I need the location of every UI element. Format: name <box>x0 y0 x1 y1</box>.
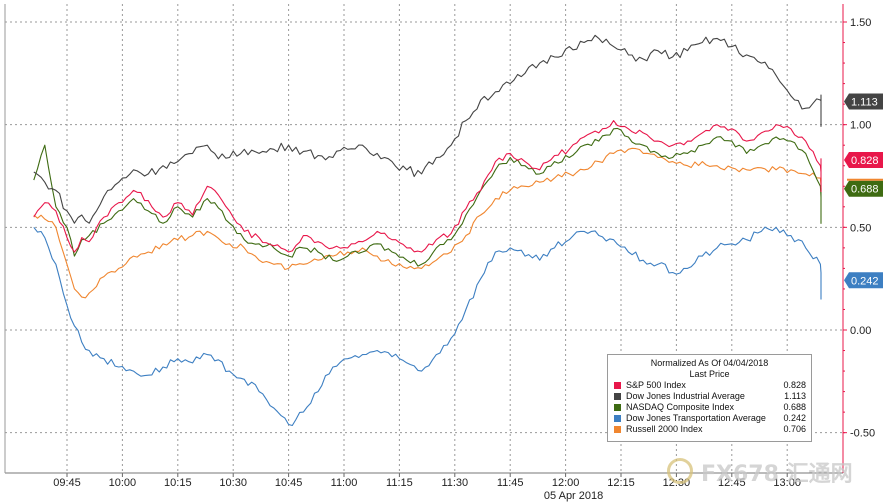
x-tick-label: 10:15 <box>164 477 192 489</box>
legend-item: NASDAQ Composite Index 0.688 <box>608 402 811 413</box>
legend-value: 0.242 <box>783 413 806 423</box>
y-tick-label: 1.00 <box>850 120 871 132</box>
legend-value: 0.706 <box>783 424 806 434</box>
legend-subtitle: Last Price <box>689 369 730 379</box>
legend-label: S&P 500 Index <box>626 380 686 390</box>
legend-label: Dow Jones Industrial Average <box>626 391 745 401</box>
x-tick-label: 13:00 <box>773 477 801 489</box>
badge-shape <box>844 151 883 168</box>
watermark-logo-icon <box>667 458 693 484</box>
x-tick-label: 11:15 <box>386 477 413 489</box>
badge-shape <box>844 180 883 197</box>
legend-value: 1.113 <box>784 391 806 401</box>
y-tick-label: 1.50 <box>850 17 871 29</box>
russell-marker <box>847 178 883 181</box>
last-price-badge: 0.242 <box>844 272 883 289</box>
y-tick-label: 0.50 <box>850 222 871 234</box>
x-tick-label: 11:30 <box>441 477 468 489</box>
series-line <box>33 34 822 224</box>
legend-label: Russell 2000 Index <box>626 424 703 434</box>
x-axis-date-label: 05 Apr 2018 <box>544 490 603 502</box>
badge-shape <box>844 272 883 289</box>
legend-value: 0.688 <box>783 402 806 412</box>
legend-label: Dow Jones Transportation Average <box>626 413 766 423</box>
series-line <box>33 147 822 299</box>
legend: Normalized As Of 04/04/2018 Last Price S… <box>607 354 812 442</box>
y-tick-label: -0.50 <box>850 428 875 440</box>
legend-label: NASDAQ Composite Index <box>626 402 735 412</box>
x-tick-label: 10:30 <box>219 477 247 489</box>
badge-value: 0.828 <box>851 155 879 167</box>
x-tick-label: 10:00 <box>109 477 137 489</box>
axis-labels: 09:45 10:00 10:15 10:30 10:45 11:00 11:15 11:30… <box>53 17 875 502</box>
badge-value: 0.242 <box>851 275 879 287</box>
last-price-badge: 1.113 <box>844 93 883 110</box>
legend-swatch <box>614 382 621 389</box>
last-price-badge: 0.688 <box>844 180 883 197</box>
watermark-text: FX678 汇通网 <box>701 462 853 487</box>
legend-item: Russell 2000 Index 0.706 <box>608 424 811 435</box>
legend-swatch <box>614 426 621 433</box>
x-tick-label: 09:45 <box>53 477 81 489</box>
x-tick-label: 10:45 <box>275 477 303 489</box>
badge-value: 0.688 <box>851 184 879 196</box>
x-tick-label: 11:00 <box>331 477 358 489</box>
legend-title: Normalized As Of 04/04/2018 <box>650 358 769 368</box>
x-tick-label: 11:45 <box>497 477 524 489</box>
y-tick-label: 0.00 <box>850 325 871 337</box>
axes <box>4 4 847 477</box>
series-layer <box>33 34 822 427</box>
x-tick-label: 12:45 <box>718 477 746 489</box>
watermark: FX678 汇通网 <box>667 452 873 488</box>
last-price-badges: 1.113 0.828 0.688 0.242 <box>844 93 883 289</box>
badge-value: 1.113 <box>851 96 878 108</box>
x-tick-label: 12:15 <box>607 477 635 489</box>
legend-item: Dow Jones Transportation Average 0.242 <box>608 413 811 424</box>
legend-swatch <box>614 393 621 400</box>
last-price-badge: 0.828 <box>844 151 883 168</box>
series-line <box>33 127 822 267</box>
legend-value: 0.828 <box>783 380 806 390</box>
series-line <box>33 120 822 253</box>
legend-swatch <box>614 415 621 422</box>
legend-item: Dow Jones Industrial Average 1.113 <box>608 391 811 402</box>
legend-item: S&P 500 Index 0.828 <box>608 380 811 391</box>
badge-shape <box>844 93 883 110</box>
legend-swatch <box>614 404 621 411</box>
x-tick-label: 12:00 <box>552 477 580 489</box>
series-line <box>33 226 822 427</box>
